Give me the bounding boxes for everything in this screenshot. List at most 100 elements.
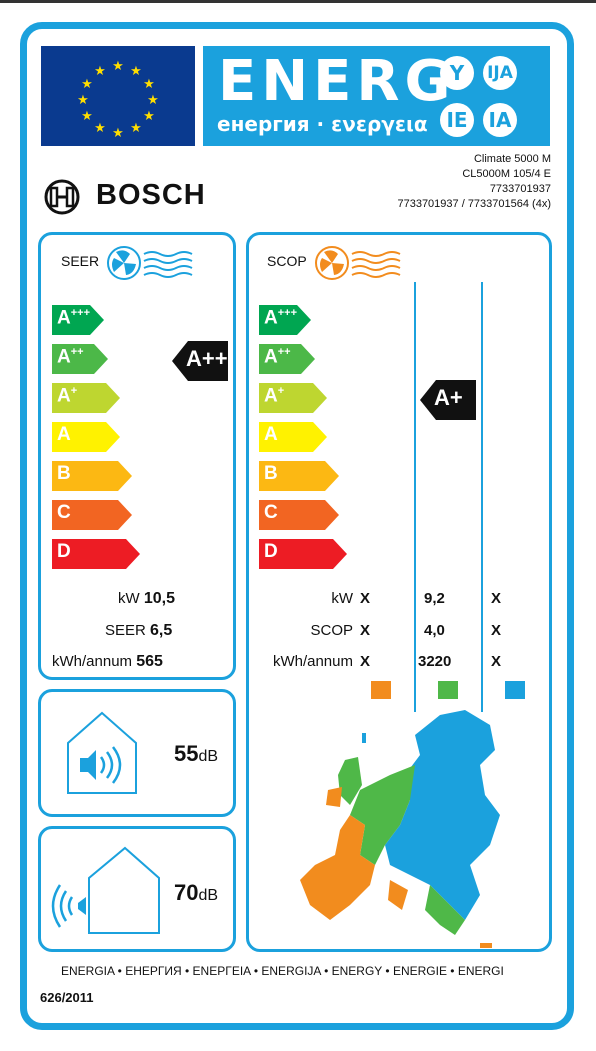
top-rule	[0, 0, 596, 3]
row-label: kW	[118, 590, 140, 607]
svg-text:★: ★	[112, 59, 124, 74]
seer-rating-arrow: A++	[172, 341, 228, 381]
svg-text:★: ★	[130, 64, 142, 79]
seer-class-label: A	[57, 424, 71, 445]
suffix-circle: Y	[440, 56, 474, 90]
model-line: CL5000M 105/4 E	[462, 168, 551, 180]
scop-class-arrow: A	[259, 422, 327, 452]
scop-value-avg: 4,0	[424, 622, 445, 639]
indoor-speaker-house-icon	[67, 711, 137, 794]
outdoor-noise-panel	[38, 826, 236, 952]
scop-value-cold: X	[491, 622, 502, 639]
svg-text:★: ★	[81, 77, 93, 92]
scop-rating: A+	[434, 385, 463, 410]
svg-text:★: ★	[81, 109, 93, 124]
seer-title: SEER	[61, 253, 100, 269]
noise-value: 55	[174, 741, 199, 766]
scop-value-warm: X	[360, 590, 371, 607]
regulation-number: 626/2011	[40, 990, 94, 1005]
scop-class-label: C	[264, 502, 278, 523]
scop-row-label: SCOP	[310, 622, 353, 639]
energy-languages: енергия · ενεργεια	[217, 112, 428, 136]
scop-class-arrow: B	[259, 461, 339, 491]
heating-fan-icon	[315, 246, 401, 280]
indoor-noise-panel	[38, 689, 236, 817]
scop-value-cold: X	[491, 590, 502, 607]
seer-row-kwh: kWh/annum 565	[52, 653, 163, 671]
noise-value: 70	[174, 880, 199, 905]
scop-value-cold: X	[491, 653, 502, 670]
svg-text:★: ★	[94, 121, 106, 136]
scop-class-label: B	[264, 463, 278, 484]
seer-class-label: A++	[57, 346, 84, 368]
noise-unit: dB	[198, 887, 219, 904]
scop-class-arrow: D	[259, 539, 347, 569]
brand-logo: BOSCH	[42, 177, 205, 217]
scop-class-arrow: A++	[259, 344, 315, 374]
svg-text:★: ★	[94, 64, 106, 79]
scop-class-label: A	[264, 424, 278, 445]
eu-stars-icon: ★ ★★ ★★★ ★★★ ★★★	[77, 59, 159, 141]
seer-class-label: A+	[57, 385, 78, 407]
row-value: 565	[136, 653, 163, 670]
svg-text:★: ★	[77, 93, 89, 108]
suffix-circle: IA	[483, 103, 517, 137]
svg-text:★: ★	[143, 109, 155, 124]
suffix-circle: IE	[440, 103, 474, 137]
scop-value-warm: X	[360, 622, 371, 639]
seer-class-arrow: D	[52, 539, 140, 569]
energy-banner: ENERG енергия · ενεργεια Y IJA IE IA	[203, 46, 550, 146]
footer-languages: ENERGIA • ЕНЕРГИЯ • ΕΝΕΡΓΕΙΑ • ENERGIJA …	[61, 964, 504, 978]
zone-swatch-warm	[371, 681, 391, 699]
indoor-noise: 55dB	[174, 741, 218, 767]
zone-divider	[414, 282, 416, 712]
svg-text:★: ★	[112, 126, 124, 141]
noise-unit: dB	[198, 748, 219, 765]
scop-row-label: kWh/annum	[272, 653, 353, 670]
bosch-armature-icon	[44, 179, 80, 215]
scop-class-label: A+++	[264, 307, 298, 329]
seer-class-arrow: B	[52, 461, 132, 491]
zone-divider	[481, 282, 483, 712]
energy-word: ENERG	[218, 49, 456, 114]
seer-rating: A++	[186, 346, 228, 371]
scop-class-arrow: C	[259, 500, 339, 530]
svg-text:★: ★	[130, 121, 142, 136]
zone-swatch-cold	[505, 681, 525, 699]
seer-class-arrow: C	[52, 500, 132, 530]
zone-swatch-average	[438, 681, 458, 699]
scop-class-label: A+	[264, 385, 285, 407]
seer-class-label: D	[57, 541, 71, 562]
seer-row-kw: kW 10,5	[118, 590, 175, 608]
seer-class-arrow: A+	[52, 383, 120, 413]
eu-flag: ★ ★ ★ ★ ★ ★ ★ ★ ★ ★ ★ ★	[41, 46, 195, 146]
row-label: SEER	[105, 622, 146, 639]
svg-text:★: ★	[147, 93, 159, 108]
svg-text:★: ★	[143, 77, 155, 92]
suffix-circle: IJA	[483, 56, 517, 90]
seer-class-arrow: A+++	[52, 305, 104, 335]
scop-title: SCOP	[267, 253, 307, 269]
seer-class-label: C	[57, 502, 71, 523]
seer-class-arrow: A++	[52, 344, 108, 374]
cooling-fan-icon	[107, 246, 193, 280]
scop-value-avg: 9,2	[424, 590, 445, 607]
scop-row-label: kW	[331, 590, 353, 607]
scop-class-label: D	[264, 541, 278, 562]
scop-class-arrow: A+	[259, 383, 327, 413]
scop-class-label: A++	[264, 346, 291, 368]
europe-climate-map-icon	[300, 710, 500, 948]
seer-row-seer: SEER 6,5	[105, 622, 172, 640]
outdoor-noise: 70dB	[174, 880, 218, 906]
model-info: Climate 5000 M CL5000M 105/4 E 773370193…	[397, 152, 551, 212]
model-line: 7733701937	[489, 183, 551, 195]
outdoor-speaker-house-icon	[51, 846, 160, 934]
scop-value-warm: X	[360, 653, 371, 670]
model-line: Climate 5000 M	[473, 153, 551, 165]
seer-class-arrow: A	[52, 422, 120, 452]
scop-rating-arrow: A+	[420, 380, 476, 420]
scop-class-arrow: A+++	[259, 305, 311, 335]
row-label: kWh/annum	[52, 653, 133, 670]
scop-panel	[246, 232, 552, 952]
scop-value-avg: 3220	[418, 653, 452, 670]
